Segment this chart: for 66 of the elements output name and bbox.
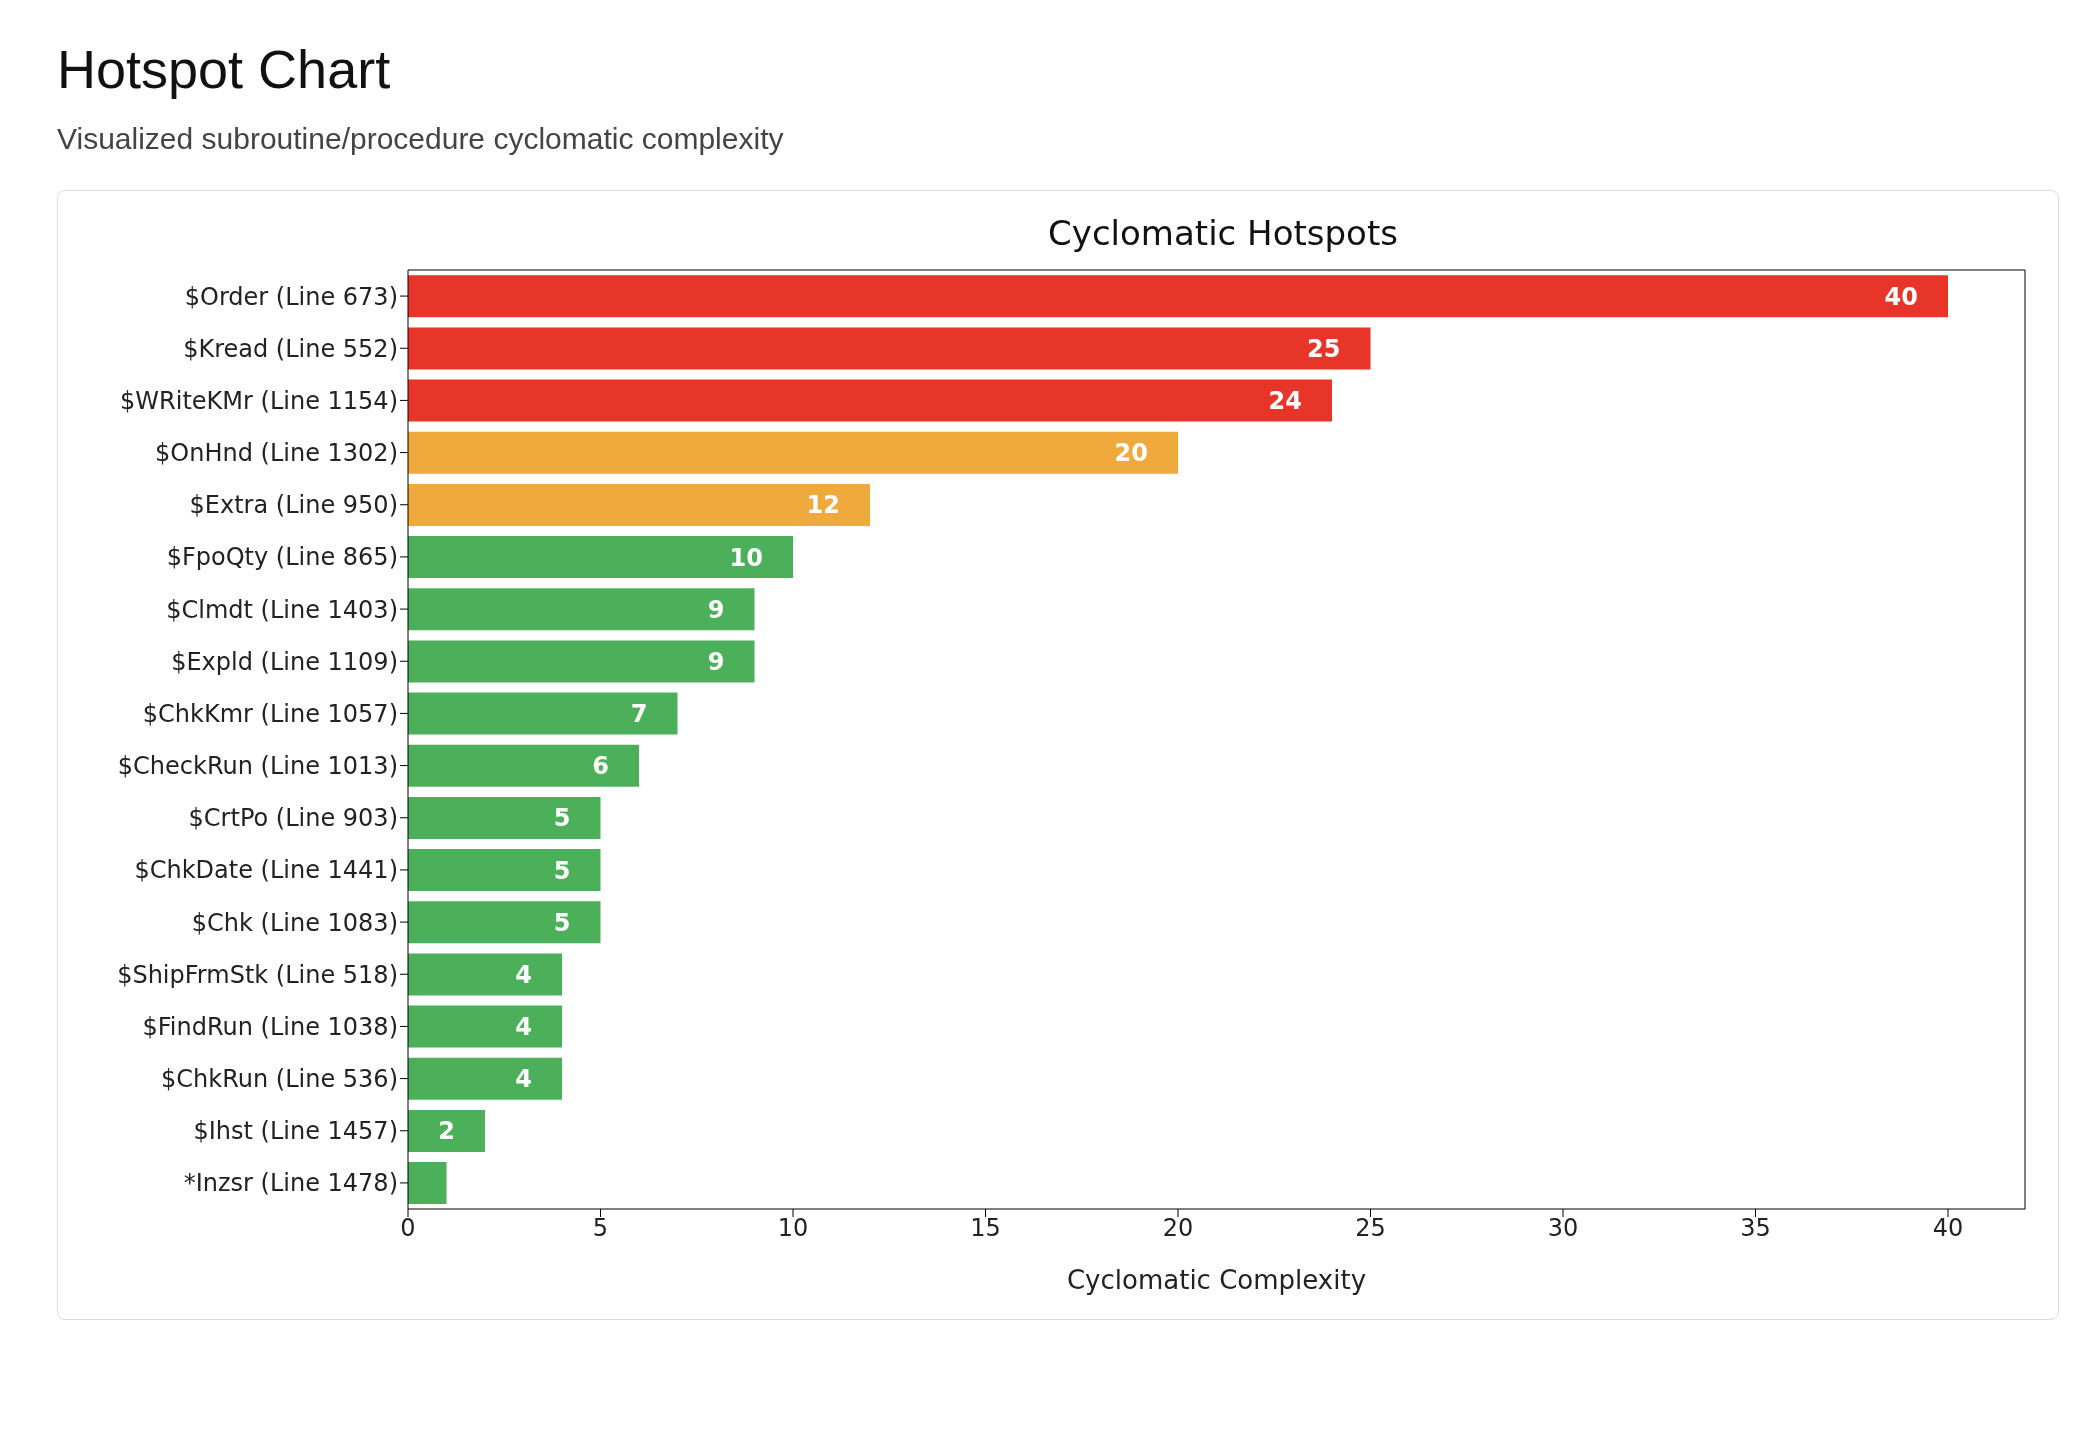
x-tick-label: 5 [592,1214,609,1243]
data-label: 5 [553,908,571,937]
data-label: 40 [1884,282,1918,311]
data-label: 20 [1114,439,1148,468]
y-tick-label: $FindRun (Line 1038) [142,1012,398,1041]
data-label: 4 [515,1065,532,1094]
data-label: 5 [553,804,571,833]
bar [408,327,1371,370]
data-label: 9 [707,647,725,676]
bar [408,1057,562,1100]
x-axis-title: Cyclomatic Complexity [1066,1265,1367,1295]
text: Visualized subroutine/procedure cyclomatic complexity [57,122,785,156]
y-tick-label: $ChkKmr (Line 1057) [142,699,398,728]
bar [408,588,755,631]
bar [408,692,678,735]
text: Hotspot Chart [57,38,392,100]
bar [408,744,639,787]
y-tick-label: $FpoQty (Line 865) [166,543,398,572]
y-tick-label: $CheckRun (Line 1013) [117,752,398,781]
data-label: 7 [630,700,648,729]
y-tick-label: $ChkRun (Line 536) [161,1065,398,1094]
bar [408,640,755,683]
data-label: 5 [553,856,571,885]
data-label: 9 [707,595,725,624]
data-label: 6 [592,752,609,781]
x-tick-label: 35 [1740,1214,1771,1243]
x-tick-label: 10 [777,1214,809,1243]
y-tick-label: $ChkDate (Line 1441) [134,856,398,885]
bar [408,536,793,579]
data-label: 12 [806,491,840,520]
y-tick-label: *Inzsr (Line 1478) [183,1169,398,1198]
x-tick-label: 0 [400,1214,416,1243]
data-label: 24 [1268,387,1302,416]
y-tick-label: $Kread (Line 552) [183,334,398,363]
data-label: 4 [515,1013,532,1042]
bar [408,483,870,526]
x-tick-label: 30 [1547,1214,1579,1243]
y-tick-label: $Ihst (Line 1457) [193,1117,398,1146]
bar [408,379,1332,422]
x-tick-label: 40 [1932,1214,1964,1243]
bar [408,1162,447,1205]
x-tick-label: 15 [970,1214,1001,1243]
bar [408,953,562,996]
chart-title: Cyclomatic Hotspots [1047,213,1399,253]
y-tick-label: $OnHnd (Line 1302) [155,439,398,468]
y-tick-label: $Order (Line 673) [184,282,398,311]
bar [408,849,601,892]
y-tick-label: $WRiteKMr (Line 1154) [120,386,398,415]
bar [408,796,601,839]
data-label: 4 [515,960,532,989]
bar [408,1109,485,1152]
bar [408,431,1178,474]
bar [408,901,601,944]
y-tick-label: $CrtPo (Line 903) [188,804,398,833]
data-label: 2 [438,1117,455,1146]
data-label: 10 [729,543,763,572]
y-tick-label: $ShipFrmStk (Line 518) [117,960,398,989]
bar [408,1005,562,1048]
y-tick-label: $Extra (Line 950) [189,491,398,520]
x-tick-label: 20 [1162,1214,1194,1243]
x-tick-label: 25 [1355,1214,1386,1243]
y-tick-label: $Clmdt (Line 1403) [166,595,398,624]
bar [408,275,1948,318]
y-tick-label: $Chk (Line 1083) [191,908,398,937]
data-label: 25 [1307,334,1341,363]
y-tick-label: $Expld (Line 1109) [171,647,398,676]
